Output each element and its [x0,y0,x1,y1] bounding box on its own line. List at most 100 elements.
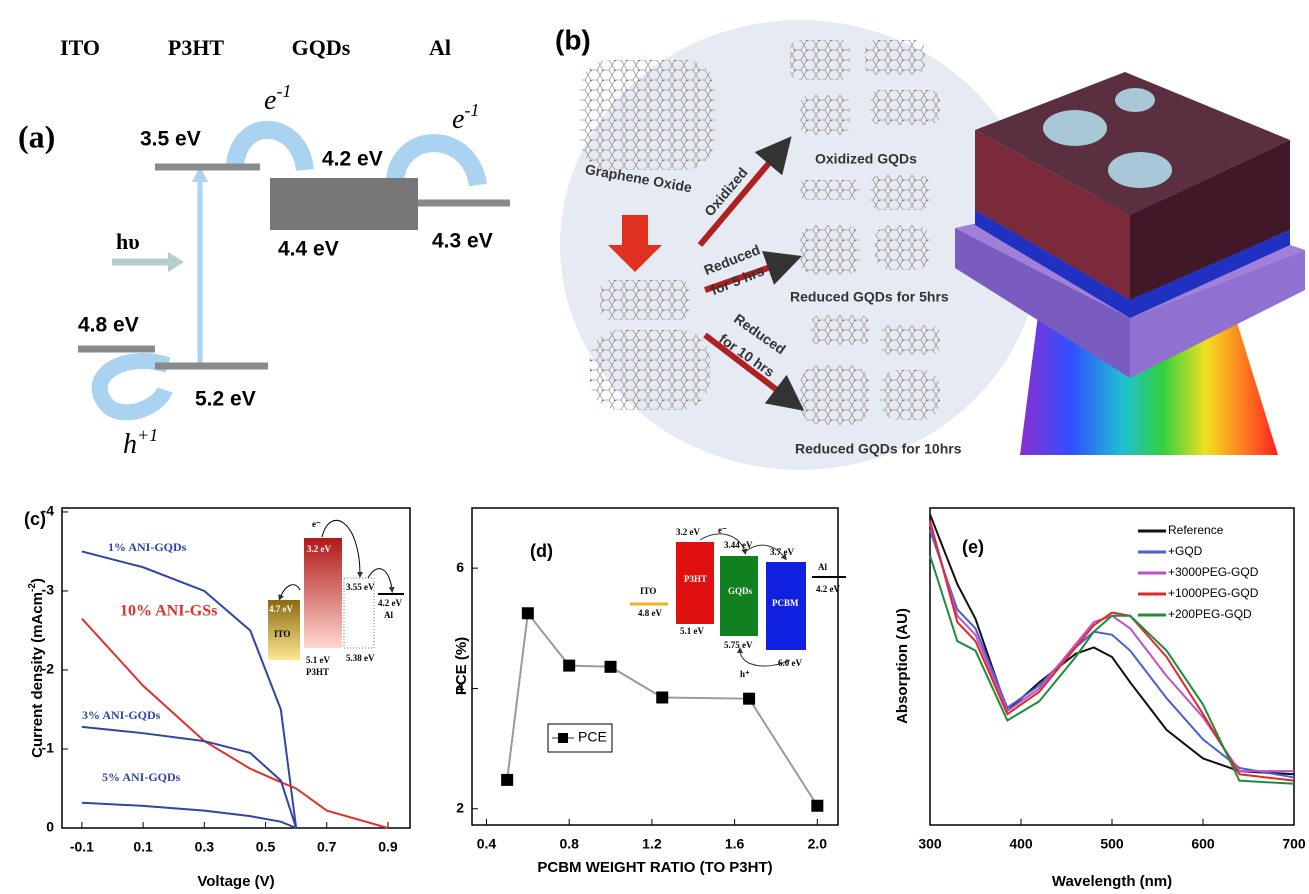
data-point [743,693,755,705]
molecule [880,325,940,355]
y-axis-label: Current density (mAcm-2) [27,578,46,758]
series-label: 5% ANI-GQDs [102,770,181,784]
symbol: e [264,85,276,116]
series-line [930,514,1294,774]
level-label: 4.2 eV [322,148,383,171]
superscript: -1 [276,81,291,101]
x-tick-label: 0.5 [256,839,276,855]
data-point [605,661,617,673]
x-axis-label: Voltage (V) [197,873,274,890]
x-axis-label: PCBM WEIGHT RATIO (TO P3HT) [537,859,772,876]
legend-label: +1000PEG-GQD [1168,586,1259,600]
level-label: 4.8 eV [638,608,662,618]
data-point [501,774,513,786]
y-axis-label: Absorption (AU) [894,608,911,724]
plot-frame [930,508,1294,825]
carrier-label: h⁺ [740,669,750,679]
legend-label: PCE [578,729,607,745]
level-label: 5.75 eV [724,640,753,650]
y-axis-label-part: Current density (mAcm [29,592,46,758]
figure: ITO P3HT GQDs Al (a) e-1 e-1 h+1 hυ 3.5 … [0,0,1309,894]
column-label: ITO [60,35,100,60]
level-label: 6.0 eV [778,658,802,668]
gqd-band [270,178,418,230]
data-point [522,607,534,619]
x-tick-label: 300 [918,836,942,852]
molecule [590,330,710,410]
hole-label: h+1 [123,425,158,460]
x-tick-label: 0.7 [317,839,337,855]
x-tick-label: 1.2 [642,836,662,852]
carrier-label: e⁻ [312,519,321,529]
level-label: 3.55 eV [346,582,375,592]
product-label: Oxidized GQDs [815,151,917,167]
product-label: Reduced GQDs for 10hrs [795,441,962,457]
panel-label: (a) [18,118,55,154]
material-label: GQDs [728,586,753,596]
panel-label: (e) [962,537,984,557]
molecule [800,365,870,425]
inset-c: e⁻ 3.2 eV 3.55 eV 4.2 eV 4.7 eV 5.1 eV 5… [268,519,404,677]
data-point [811,800,823,812]
x-tick-label: 500 [1100,836,1124,852]
molecule [600,280,690,320]
superscript: -1 [464,100,479,120]
level-label: 5.38 eV [346,653,375,663]
legend-label: +GQD [1168,544,1203,558]
molecule [800,180,860,200]
series-label: 3% ANI-GQDs [82,708,161,722]
material-label: ITO [640,586,656,596]
series-line [82,803,296,828]
x-tick-label: 2.0 [808,836,828,852]
superscript: +1 [137,425,158,445]
level-label: 3.44 eV [724,540,753,550]
series-line [82,619,388,828]
y-axis-label-part: ) [29,578,46,583]
level-label: 4.2 eV [378,598,402,608]
material-label: Al [384,610,393,620]
molecule [870,90,940,125]
x-axis-label: Wavelength (nm) [1052,873,1172,890]
carrier-label: e⁻ [718,525,727,535]
x-tick-label: 0.9 [378,839,398,855]
legend-marker [558,733,568,743]
p3ht-band [304,538,342,648]
molecule [580,60,715,170]
level-label: 3.7 eV [770,547,794,557]
material-label: ITO [274,629,290,639]
inset-d: 3.2 eV e⁻ 3.44 eV 3.7 eV Al 4.2 eV ITO 4… [630,525,846,679]
y-tick-label: 2 [456,799,464,815]
level-label: 4.7 eV [269,604,293,614]
column-label: P3HT [168,35,225,60]
y-axis-label-part: Absorption (AU) [894,608,911,724]
electrode [1043,110,1107,146]
legend-label: +200PEG-GQD [1168,607,1252,621]
panel-b: (b) Graphene Oxide Oxidized Reduced for … [555,20,1305,470]
x-tick-label: 0.8 [559,836,579,852]
panel-label: (c) [24,509,46,529]
symbol: e [452,104,464,135]
level-label: 3.2 eV [676,527,700,537]
panel-a: ITO P3HT GQDs Al (a) e-1 e-1 h+1 hυ 3.5 … [18,35,510,460]
molecule [810,315,870,345]
column-label: Al [429,35,451,60]
x-tick-label: 700 [1282,836,1306,852]
series-label: 1% ANI-GQDs [108,540,187,554]
x-tick-label: 0.3 [195,839,215,855]
data-point [563,660,575,672]
level-label: 5.2 eV [195,388,256,411]
x-tick-label: 0.4 [477,836,497,852]
y-tick-label: 6 [456,559,464,575]
electrode [1115,88,1155,112]
legend-label: +3000PEG-GQD [1168,565,1259,579]
level-label: 3.5 eV [140,128,201,151]
photon-head [168,252,184,272]
molecule [875,225,930,270]
level-label: 5.1 eV [306,655,330,665]
level-label: 4.8 eV [78,314,139,337]
x-tick-label: -0.1 [70,839,94,855]
x-tick-label: 400 [1009,836,1033,852]
molecule [870,175,930,210]
material-label: P3HT [684,574,707,584]
symbol: h [123,429,137,460]
